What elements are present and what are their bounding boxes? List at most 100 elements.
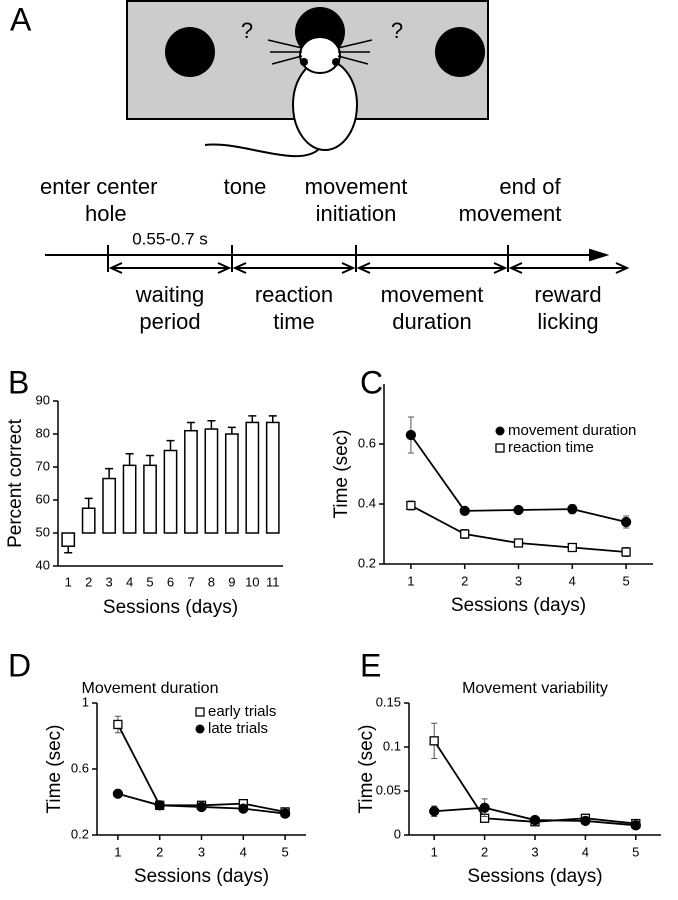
question-mark: ? [241,18,253,43]
marker [238,803,249,814]
y-tick-label: 0 [394,826,401,841]
rat-diagram [126,0,489,158]
x-tick-label: 1 [407,573,414,588]
marker [567,542,577,553]
marker [460,529,470,539]
error-bar [125,453,134,466]
x-tick-label: 3 [106,574,113,589]
event-label: end of [499,174,561,199]
error-bar [105,467,114,479]
marker [580,815,591,827]
y-tick-label: 50 [36,524,50,539]
marker [459,505,470,517]
marker [513,538,524,548]
x-tick-label: 3 [198,844,205,859]
chart-title: Movement variability [462,680,608,697]
bar [143,464,157,534]
error-bar [186,421,195,431]
bar [245,421,260,534]
phase-label: reaction [255,282,333,307]
y-tick-label: 0.05 [376,782,401,797]
y-tick-label: 1 [82,694,89,709]
error-bar [64,546,73,554]
y-axis-title: Time (sec) [44,724,65,813]
error-bar [248,415,257,423]
marker [620,516,632,528]
panel-label: E [360,647,381,683]
marker [279,808,291,819]
marker [513,504,524,516]
y-axis-title: Time (sec) [331,429,352,518]
x-tick-label: 2 [461,573,468,588]
marker [630,820,641,831]
x-tick-label: 9 [228,574,235,589]
legend-marker [195,724,205,734]
legend-label: movement duration [508,422,636,439]
marker [529,814,541,826]
chart-title: Movement duration [82,680,219,697]
marker [112,788,124,799]
phase-label: duration [392,309,472,334]
bar [184,429,198,534]
panel-label: D [8,647,31,683]
phase-label: period [139,309,200,334]
y-tick-label: 0.4 [358,495,376,510]
y-tick-label: 90 [36,392,50,407]
y-tick-label: 0.6 [71,760,89,775]
x-tick-label: 10 [245,574,259,589]
x-tick-label: 2 [85,574,92,589]
x-tick-label: 4 [582,844,589,859]
series-line [117,724,286,813]
event-label: movement [305,174,408,199]
error-bar [227,426,236,434]
x-tick-label: 5 [622,573,629,588]
event-label: hole [85,201,127,226]
y-tick-label: 40 [36,557,50,572]
x-tick-label: 5 [632,844,639,859]
x-tick-label: 4 [240,844,247,859]
error-bar [166,439,175,451]
y-axis-title: Percent correct [5,418,26,548]
error-bar [207,420,216,430]
error-bar [268,415,277,423]
legend-label: early trials [208,703,276,720]
bar [122,464,137,534]
event-label: movement [459,201,562,226]
error-bar [84,497,93,509]
phase-label: waiting [135,282,204,307]
marker [405,429,417,441]
bar [224,433,239,534]
series-line [433,740,636,825]
legend-label: reaction time [508,439,594,456]
y-tick-label: 80 [36,425,50,440]
event-label: initiation [316,201,397,226]
x-tick-label: 1 [431,844,438,859]
x-tick-label: 1 [65,574,72,589]
y-tick-label: 0.1 [383,738,401,753]
x-tick-label: 5 [281,844,288,859]
phase-label: reward [534,282,601,307]
x-axis-title: Sessions (days) [451,595,586,616]
phase-label: time [273,309,315,334]
marker [567,503,578,515]
bar [81,507,96,534]
x-tick-label: 3 [515,573,522,588]
marker [196,801,207,813]
phase-label: movement [381,282,484,307]
legend-marker [495,443,505,453]
x-tick-label: 1 [114,844,121,859]
phase-label: licking [537,309,598,334]
x-tick-label: 6 [167,574,174,589]
marker [154,800,165,811]
y-tick-label: 70 [36,458,50,473]
bar [204,428,219,534]
timeline [45,245,630,274]
x-tick-label: 4 [569,573,576,588]
bar [102,477,117,534]
x-axis-title: Sessions (days) [103,597,238,618]
x-tick-label: 11 [266,574,280,589]
y-tick-label: 0.2 [358,555,376,570]
x-tick-label: 5 [146,574,153,589]
x-tick-label: 2 [481,844,488,859]
